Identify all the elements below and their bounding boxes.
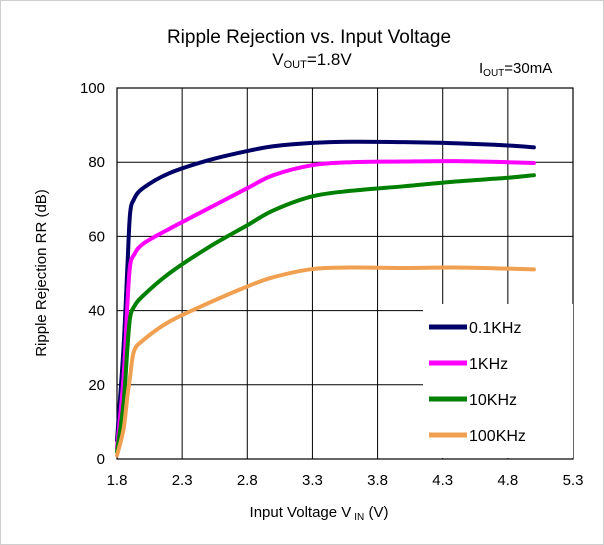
chart-title: Ripple Rejection vs. Input Voltage [167,27,451,48]
x-tick-label: 2.3 [172,472,193,489]
x-tick-label: 4.8 [497,472,518,489]
x-tick-label: 5.3 [563,472,584,489]
legend-label-100khz: 100KHz [469,428,526,445]
series-line-1khz [115,159,536,450]
xlabel-main: Input Voltage V [250,504,352,521]
y-tick-label: 60 [88,228,105,245]
xlabel-subscript: IN [354,512,364,523]
legend-background [423,304,573,458]
condition-subscript: OUT [483,68,504,79]
xlabel-rest: (V) [364,504,388,521]
y-tick-label: 0 [97,451,105,468]
x-tick-label: 2.8 [237,472,258,489]
x-tick-label: 4.3 [432,472,453,489]
legend-label-0-1khz: 0.1KHz [469,320,521,337]
subtitle-rest: =1.8V [307,50,353,69]
series-line-0-1khz [115,139,536,443]
y-tick-label: 20 [88,377,105,394]
plot-border [116,87,574,460]
series-line-100khz [115,265,536,458]
x-tick-label: 1.8 [107,472,128,489]
y-tick-label: 100 [80,80,105,97]
chart-subtitle: VOUT=1.8V [272,50,352,71]
x-axis-label: Input Voltage V IN (V) [250,504,389,523]
subtitle-subscript: OUT [284,59,308,71]
chart-condition: IOUT=30mA [479,60,552,79]
condition-main: I [479,60,483,77]
series-line-10khz [115,173,536,454]
y-tick-labels: 0 20 40 60 80 100 [80,80,105,468]
legend-label-1khz: 1KHz [469,356,508,373]
y-tick-label: 40 [88,303,105,320]
legend: 0.1KHz 1KHz 10KHz 100KHz [429,320,526,445]
x-tick-labels: 1.8 2.3 2.8 3.3 3.8 4.3 4.8 5.3 [107,472,584,489]
condition-rest: =30mA [504,60,552,77]
legend-label-10khz: 10KHz [469,392,517,409]
subtitle-main: V [272,50,284,69]
x-tick-label: 3.8 [367,472,388,489]
y-tick-label: 80 [88,154,105,171]
data-series [115,139,536,458]
x-tick-label: 3.3 [302,472,323,489]
y-axis-label: Ripple Rejection RR (dB) [33,189,50,357]
